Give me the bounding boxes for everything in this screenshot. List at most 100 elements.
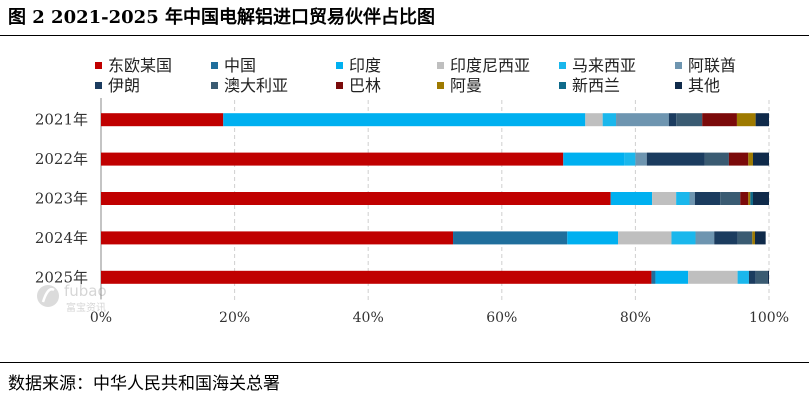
legend-label: 伊朗 xyxy=(108,76,141,95)
fubao-watermark: fubao 富宝资讯 xyxy=(36,280,136,318)
bar-segment xyxy=(752,231,755,245)
legend-swatch xyxy=(336,62,343,69)
bar-segment xyxy=(646,152,705,166)
bar-segment xyxy=(694,192,721,205)
bar-segment xyxy=(754,231,766,245)
source-divider xyxy=(0,362,809,363)
legend-item: 巴林 xyxy=(336,76,381,96)
watermark-sub: 富宝资讯 xyxy=(66,301,106,314)
bar-segment xyxy=(750,192,753,205)
bar-segment xyxy=(688,270,738,284)
legend-item: 中国 xyxy=(211,56,256,76)
legend-item: 澳大利亚 xyxy=(211,76,288,96)
legend-label: 中国 xyxy=(224,56,257,75)
bar-segment xyxy=(671,231,696,245)
y-category-label: 2025年 xyxy=(35,268,88,286)
bar-segment xyxy=(737,270,749,284)
source-note: 数据来源：中华人民共和国海关总署 xyxy=(8,374,280,394)
x-tick-label: 40% xyxy=(353,310,384,326)
legend-item: 其他 xyxy=(675,76,720,96)
legend-label: 阿联酋 xyxy=(688,56,737,75)
bar-segment xyxy=(736,113,756,127)
bar-segment xyxy=(755,113,769,127)
x-tick-label: 0% xyxy=(90,310,112,326)
legend-label: 东欧某国 xyxy=(108,56,173,75)
y-category-label: 2023年 xyxy=(35,190,88,208)
bar-segment xyxy=(655,270,689,284)
legend-label: 新西兰 xyxy=(572,76,621,95)
bar-segment xyxy=(695,231,715,245)
bar-segment xyxy=(563,152,625,166)
y-category-label: 2024年 xyxy=(35,229,88,247)
bar-segment xyxy=(652,192,677,205)
legend-swatch xyxy=(675,62,682,69)
bar-segment xyxy=(704,152,729,166)
legend-item: 阿联酋 xyxy=(675,56,736,76)
legend-swatch xyxy=(95,82,102,89)
legend-item: 东欧某国 xyxy=(95,56,172,76)
bar-segment xyxy=(101,152,564,166)
figure-title: 图 2 2021-2025 年中国电解铝进口贸易伙伴占比图 xyxy=(8,7,435,28)
bar-segment xyxy=(585,113,603,127)
bar-segment xyxy=(618,231,672,245)
bar-segment xyxy=(668,113,677,127)
legend-swatch xyxy=(559,82,566,89)
bar-segment xyxy=(453,231,568,245)
legend-label: 印度尼西亚 xyxy=(450,56,531,75)
bar-segment xyxy=(101,192,611,205)
bar-segment xyxy=(602,113,617,127)
x-tick-label: 60% xyxy=(486,310,517,326)
bar-segment xyxy=(702,113,737,127)
bar-segment xyxy=(714,231,738,245)
legend-swatch xyxy=(437,62,444,69)
legend-item: 印度尼西亚 xyxy=(437,56,530,76)
bar-segment xyxy=(624,152,636,166)
bar-segment xyxy=(740,192,749,205)
x-tick-label: 20% xyxy=(219,310,250,326)
bar-segment xyxy=(737,231,753,245)
y-category-label: 2022年 xyxy=(35,150,88,168)
legend-swatch xyxy=(559,62,566,69)
legend-label: 巴林 xyxy=(349,76,382,95)
legend-label: 马来西亚 xyxy=(572,56,637,75)
legend-label: 印度 xyxy=(349,56,382,75)
legend-swatch xyxy=(211,82,218,89)
legend-swatch xyxy=(95,62,102,69)
bar-segment xyxy=(676,113,703,127)
bar-segment xyxy=(635,152,647,166)
legend-item: 印度 xyxy=(336,56,381,76)
bar-segment xyxy=(748,152,753,166)
bar-segment xyxy=(223,113,586,127)
bar-segment xyxy=(748,192,751,205)
bar-segment xyxy=(755,270,768,284)
legend-item: 马来西亚 xyxy=(559,56,636,76)
bar-segment xyxy=(728,152,749,166)
legend-item: 新西兰 xyxy=(559,76,620,96)
bar-segment xyxy=(752,192,769,205)
legend-item: 阿曼 xyxy=(437,76,482,96)
y-category-label: 2021年 xyxy=(35,111,88,129)
bar-segment xyxy=(651,270,656,284)
legend-label: 澳大利亚 xyxy=(224,76,289,95)
bar-segment xyxy=(720,192,741,205)
bar-segment xyxy=(101,231,454,245)
bar-segment xyxy=(752,152,769,166)
x-tick-label: 100% xyxy=(749,310,789,326)
watermark-brand: fubao xyxy=(64,282,107,300)
bar-segment xyxy=(767,270,769,284)
bar-segment xyxy=(676,192,690,205)
legend-label: 其他 xyxy=(688,76,721,95)
bar-segment xyxy=(689,192,695,205)
legend-swatch xyxy=(211,62,218,69)
bar-segment xyxy=(610,192,653,205)
legend-label: 阿曼 xyxy=(450,76,483,95)
bar-segment xyxy=(567,231,619,245)
legend-item: 伊朗 xyxy=(95,76,140,96)
fubao-logo-icon: fubao 富宝资讯 xyxy=(37,282,107,314)
bar-segment xyxy=(748,270,756,284)
legend-swatch xyxy=(437,82,444,89)
bar-segment xyxy=(616,113,669,127)
legend-swatch xyxy=(336,82,343,89)
